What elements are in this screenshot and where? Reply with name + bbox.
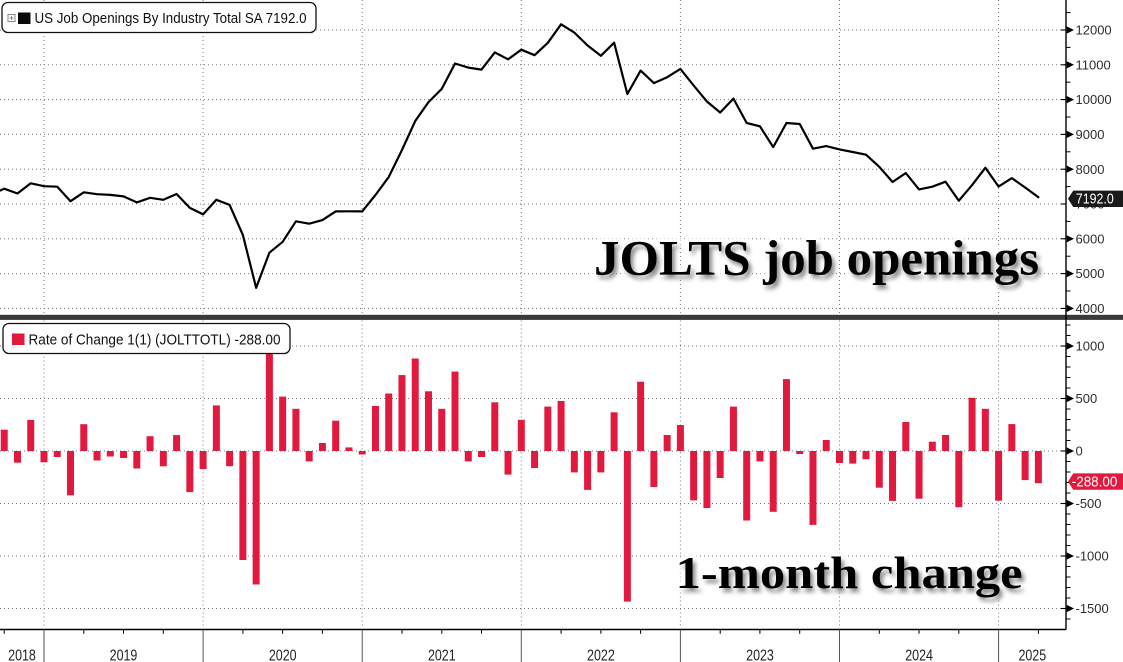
svg-text:-1500: -1500 bbox=[1076, 601, 1109, 616]
svg-text:0: 0 bbox=[1076, 444, 1083, 459]
svg-text:10000: 10000 bbox=[1076, 92, 1112, 107]
svg-text:7192.0: 7192.0 bbox=[1076, 192, 1114, 208]
svg-text:500: 500 bbox=[1076, 391, 1098, 406]
svg-text:8000: 8000 bbox=[1076, 162, 1105, 177]
svg-text:1-month change: 1-month change bbox=[676, 548, 1023, 598]
svg-text:2021: 2021 bbox=[428, 647, 456, 662]
svg-text:US Job Openings By Industry To: US Job Openings By Industry Total SA 719… bbox=[35, 11, 307, 27]
svg-text:2024: 2024 bbox=[905, 647, 933, 662]
svg-text:JOLTS job openings: JOLTS job openings bbox=[594, 230, 1039, 286]
svg-text:11000: 11000 bbox=[1076, 57, 1111, 72]
svg-text:9000: 9000 bbox=[1076, 127, 1105, 142]
svg-text:2022: 2022 bbox=[587, 647, 615, 662]
svg-text:-288.00: -288.00 bbox=[1072, 474, 1118, 490]
svg-text:-1000: -1000 bbox=[1076, 549, 1109, 564]
svg-text:2020: 2020 bbox=[269, 647, 297, 662]
svg-text:2025: 2025 bbox=[1018, 647, 1046, 662]
svg-text:4000: 4000 bbox=[1076, 301, 1105, 316]
svg-text:-500: -500 bbox=[1076, 496, 1102, 511]
svg-text:2019: 2019 bbox=[110, 647, 138, 662]
svg-text:2018: 2018 bbox=[8, 647, 36, 662]
svg-text:2023: 2023 bbox=[746, 647, 774, 662]
svg-text:Rate of Change 1(1) (JOLTTOTL): Rate of Change 1(1) (JOLTTOTL) -288.00 bbox=[29, 333, 281, 349]
svg-text:JOLTS job openings: JOLTS job openings bbox=[594, 230, 1039, 286]
svg-text:1-month change: 1-month change bbox=[676, 548, 1023, 598]
svg-text:5000: 5000 bbox=[1076, 266, 1105, 281]
svg-text:1000: 1000 bbox=[1076, 339, 1105, 354]
svg-text:6000: 6000 bbox=[1076, 231, 1105, 246]
svg-text:12000: 12000 bbox=[1076, 23, 1112, 38]
